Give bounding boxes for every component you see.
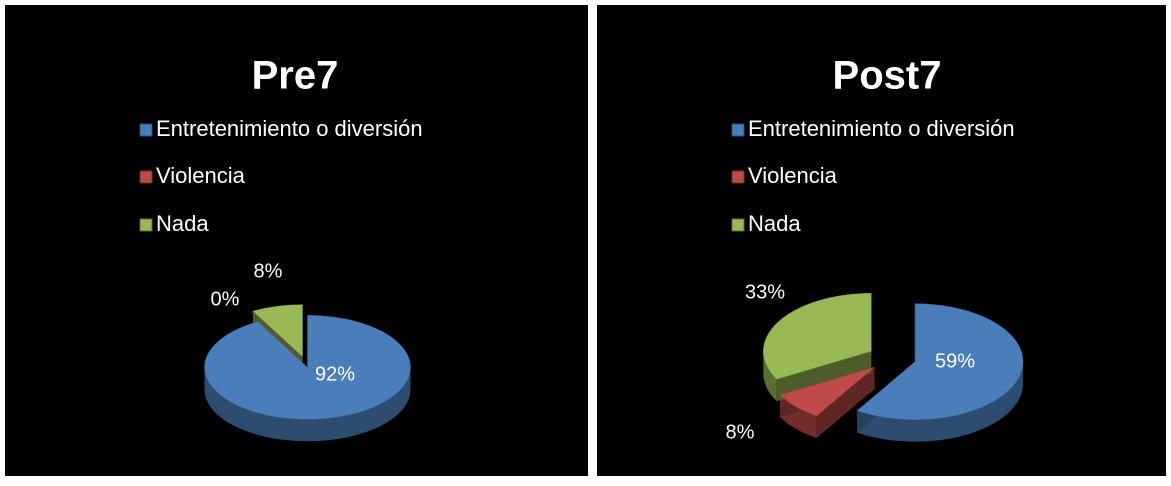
data-label: 8% — [254, 260, 283, 282]
legend-swatch — [139, 170, 153, 184]
slice — [856, 303, 1024, 420]
slice-side — [763, 351, 777, 402]
legend-swatch — [731, 123, 745, 137]
legend-label: Entretenimiento o diversión — [748, 116, 1015, 141]
legend-label: Violencia — [748, 163, 838, 188]
legend-swatch — [139, 218, 153, 232]
legend-label: Violencia — [156, 163, 246, 188]
slice — [252, 304, 303, 358]
data-label: 92% — [315, 363, 355, 385]
chart-title: Pre7 — [252, 54, 339, 98]
data-label: 33% — [745, 281, 785, 303]
data-label: 8% — [726, 421, 755, 443]
legend-swatch — [731, 218, 745, 232]
slice — [763, 293, 872, 380]
legend-swatch — [731, 170, 745, 184]
data-label: 0% — [211, 288, 240, 310]
data-label: 59% — [935, 350, 975, 372]
legend-label: Nada — [748, 211, 801, 236]
slice — [779, 366, 875, 417]
legend-label: Nada — [156, 211, 209, 236]
legend-label: Entretenimiento o diversión — [156, 116, 423, 141]
slice-side — [204, 367, 411, 442]
chart-title: Post7 — [833, 54, 942, 98]
slice-side — [857, 361, 1024, 442]
slice — [204, 315, 411, 420]
legend-swatch — [139, 123, 153, 137]
